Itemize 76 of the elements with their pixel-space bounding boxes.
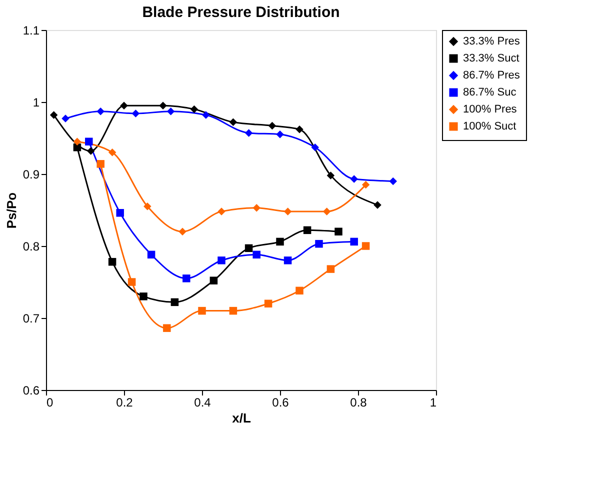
y-tick-label: 0.9 (22, 168, 40, 182)
point (108, 258, 116, 266)
point (116, 209, 124, 217)
point (296, 125, 304, 134)
y-tick-label: 0.7 (22, 312, 40, 326)
point (252, 204, 260, 212)
point (128, 278, 136, 286)
point (229, 118, 238, 126)
point (350, 175, 358, 183)
point (264, 300, 272, 308)
legend-label: 86.7% Suc (463, 86, 517, 98)
point (229, 306, 238, 315)
y-axis-title: Ps/Po (4, 192, 19, 229)
point (163, 324, 171, 332)
point (85, 138, 93, 146)
y-tick-label: 1 (32, 96, 40, 110)
legend-label: 33.3% Suct (463, 52, 520, 64)
x-tick-label: 0.8 (350, 396, 368, 410)
point (190, 105, 198, 114)
point (218, 208, 226, 216)
point (96, 107, 104, 116)
point (108, 148, 116, 156)
point (362, 180, 370, 189)
x-tick-label: 0.4 (194, 396, 212, 410)
point (334, 228, 342, 236)
y-tick-label: 1.1 (22, 24, 40, 38)
point (276, 130, 284, 138)
point (210, 276, 218, 284)
point (326, 265, 335, 273)
point (178, 228, 186, 236)
point (350, 238, 358, 246)
legend-label: 33.3% Pres (463, 36, 520, 48)
point (374, 201, 382, 209)
x-tick-label: 0.2 (116, 396, 134, 410)
legend-label: 100% Pres (463, 104, 518, 116)
point (62, 114, 70, 122)
point (120, 102, 128, 110)
point (86, 147, 95, 155)
point (311, 143, 319, 152)
point (296, 286, 304, 295)
point (284, 256, 292, 264)
point (322, 208, 331, 216)
point (166, 107, 175, 116)
x-axis-title: x/L (232, 410, 251, 426)
point (268, 122, 276, 130)
point (244, 244, 253, 252)
point (218, 256, 226, 264)
x-tick-label: 0.6 (272, 396, 290, 410)
legend-label: 86.7% Pres (463, 70, 520, 82)
point (276, 238, 284, 246)
point (315, 240, 323, 248)
point (362, 242, 370, 250)
legend-label: 100% Suct (463, 120, 516, 132)
point (73, 138, 82, 146)
x-tick-label: 1 (430, 396, 437, 410)
point (182, 274, 190, 282)
point (389, 177, 397, 186)
point (144, 202, 152, 210)
point (244, 129, 253, 137)
y-tick-label: 0.6 (22, 384, 40, 398)
point (147, 250, 156, 259)
chart-title: Blade Pressure Distribution (142, 4, 340, 21)
point (252, 250, 260, 259)
x-tick-label: 0 (46, 396, 54, 410)
point (326, 172, 335, 180)
y-tick-label: 0.8 (22, 240, 40, 254)
point (50, 111, 58, 119)
point (170, 298, 179, 306)
point (198, 306, 206, 315)
point (284, 208, 292, 216)
point (132, 110, 140, 118)
point (202, 111, 210, 119)
point (159, 102, 167, 110)
point (303, 226, 312, 234)
point (140, 292, 148, 300)
point (96, 160, 104, 168)
